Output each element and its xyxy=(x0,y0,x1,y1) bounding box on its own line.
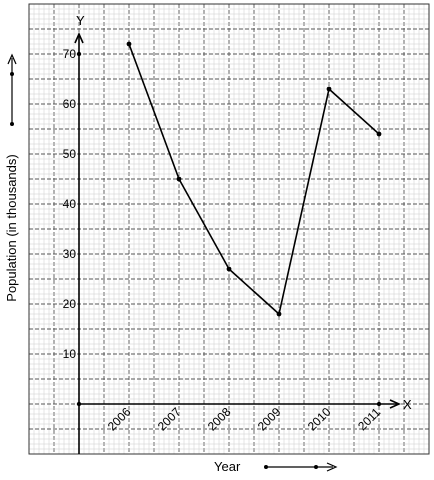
x-axis-end-point xyxy=(376,401,382,407)
x-direction-arrow xyxy=(264,462,338,472)
data-point xyxy=(176,176,182,182)
data-point xyxy=(376,131,382,137)
x-axis-arrowhead xyxy=(389,399,401,409)
y-tick-label: 70 xyxy=(63,47,77,61)
y-axis-max-point xyxy=(76,51,82,57)
y-tick-label: 60 xyxy=(63,97,77,111)
y-axis-letter: Y xyxy=(76,13,85,28)
axes xyxy=(74,32,401,454)
origin-point xyxy=(76,401,82,407)
y-direction-arrow xyxy=(7,53,17,126)
y-tick-label: 20 xyxy=(63,297,77,311)
x-axis-letter: X xyxy=(403,397,412,412)
series-line-group xyxy=(126,41,382,317)
x-axis-title: Year xyxy=(214,459,241,474)
plot-border xyxy=(28,3,430,455)
y-tick-labels: 10 20 30 40 50 60 70 xyxy=(63,47,77,361)
graph-paper-grid xyxy=(28,3,430,455)
y-tick-label: 40 xyxy=(63,197,77,211)
y-tick-label: 50 xyxy=(63,147,77,161)
data-point xyxy=(326,86,332,92)
data-point xyxy=(126,41,132,47)
data-point xyxy=(226,266,232,272)
y-axis-arrowhead xyxy=(74,32,84,44)
data-point xyxy=(276,311,282,317)
y-axis-title: Population (in thousands) xyxy=(4,154,19,301)
y-tick-label: 30 xyxy=(63,247,77,261)
y-tick-label: 10 xyxy=(63,347,77,361)
series-line xyxy=(128,43,380,315)
